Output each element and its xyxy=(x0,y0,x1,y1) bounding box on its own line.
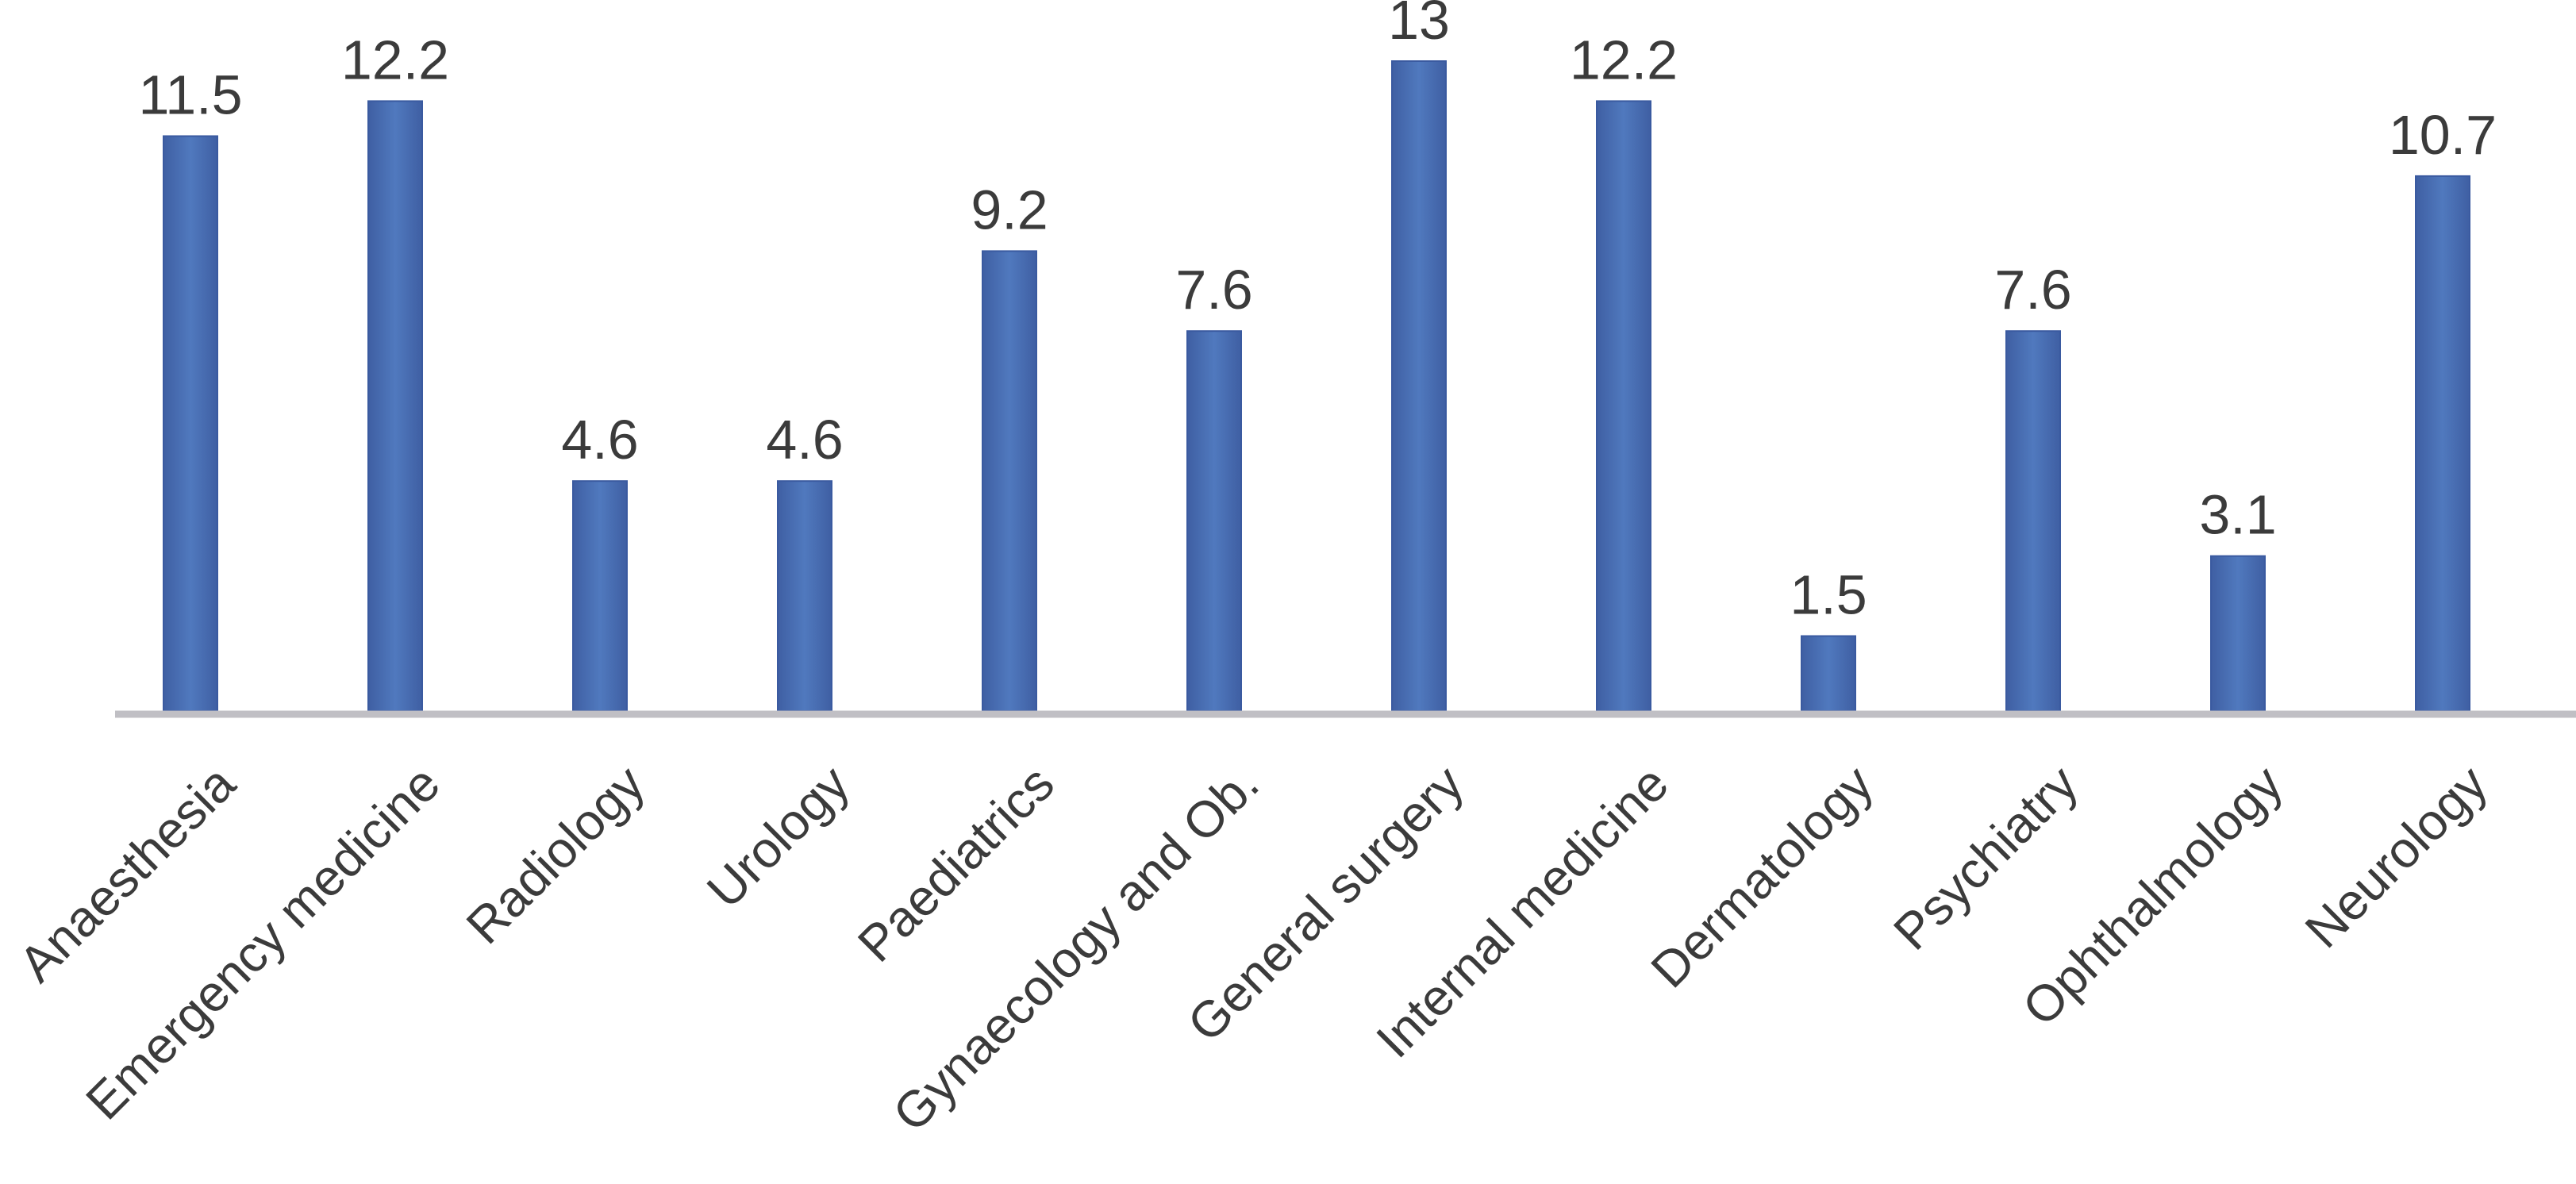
category-label-dermatology: Dermatology xyxy=(1640,755,1883,998)
value-label-urology: 4.6 xyxy=(766,409,843,471)
category-label-psychiatry: Psychiatry xyxy=(1882,755,2089,961)
bars-layer xyxy=(163,60,2470,713)
value-label-radiology: 4.6 xyxy=(561,409,638,471)
bar-internal-medicine xyxy=(1596,100,1651,712)
category-label-radiology: Radiology xyxy=(456,755,656,955)
value-label-psychiatry: 7.6 xyxy=(1994,259,2071,321)
value-labels-layer: 11.5 12.2 4.6 4.6 9.2 7.6 13 12.2 1.5 7.6 3.1 10.7 xyxy=(138,0,2497,626)
value-label-dermatology: 1.5 xyxy=(1790,564,1867,626)
bar-paediatrics xyxy=(982,250,1037,712)
category-label-paediatrics: Paediatrics xyxy=(847,755,1065,973)
value-label-anaesthesia: 11.5 xyxy=(138,64,242,126)
value-label-ophthalmology: 3.1 xyxy=(2199,484,2276,546)
bar-general-surgery xyxy=(1391,60,1447,712)
category-label-emergency-medicine: Emergency medicine xyxy=(75,755,450,1130)
bar-psychiatry xyxy=(2005,330,2061,712)
bar-dermatology xyxy=(1801,635,1856,712)
bar-radiology xyxy=(572,480,628,712)
value-label-internal-medicine: 12.2 xyxy=(1570,29,1678,90)
category-label-neurology: Neurology xyxy=(2294,755,2498,959)
bar-urology xyxy=(777,480,832,712)
bar-ophthalmology xyxy=(2210,555,2266,713)
value-label-gynaecology-and-ob: 7.6 xyxy=(1175,259,1252,321)
bar-emergency-medicine xyxy=(367,100,423,712)
value-label-general-surgery: 13 xyxy=(1388,0,1450,51)
category-label-urology: Urology xyxy=(696,755,860,919)
value-label-neurology: 10.7 xyxy=(2389,104,2497,166)
bar-neurology xyxy=(2415,175,2470,712)
value-label-paediatrics: 9.2 xyxy=(971,179,1048,240)
value-label-emergency-medicine: 12.2 xyxy=(341,29,449,90)
category-label-gynaecology-and-ob: Gynaecology and Ob. xyxy=(882,755,1270,1143)
bar-anaesthesia xyxy=(163,135,218,712)
bar-gynaecology-and-ob xyxy=(1186,330,1242,712)
